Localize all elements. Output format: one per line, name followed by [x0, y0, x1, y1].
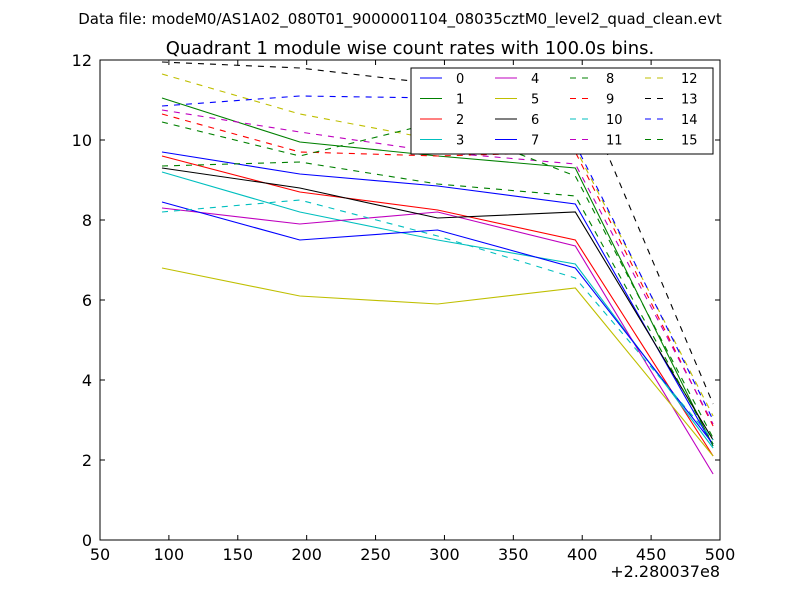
x-tick-label: 250 — [360, 545, 391, 564]
figure-suptitle: Data file: modeM0/AS1A02_080T01_90000011… — [78, 10, 722, 29]
y-tick-label: 10 — [72, 131, 92, 150]
series-line-6 — [161, 167, 714, 441]
legend-label-9: 9 — [606, 93, 614, 108]
series-line-7 — [161, 201, 714, 445]
legend-label-2: 2 — [456, 113, 464, 128]
legend-label-6: 6 — [531, 113, 539, 128]
series-line-8 — [161, 161, 714, 445]
x-tick-label: 50 — [90, 545, 110, 564]
legend-label-14: 14 — [681, 113, 698, 128]
series-line-4 — [161, 207, 714, 475]
legend-label-12: 12 — [681, 72, 698, 87]
series-line-9 — [161, 113, 714, 427]
legend-label-8: 8 — [606, 72, 614, 87]
y-tick-label: 2 — [82, 451, 92, 470]
legend-label-11: 11 — [606, 134, 623, 149]
series-line-5 — [161, 267, 714, 457]
y-tick-label: 12 — [72, 51, 92, 70]
x-tick-label: 150 — [223, 545, 254, 564]
y-tick-label: 0 — [82, 531, 92, 550]
series-line-3 — [161, 171, 714, 449]
plot-frame — [99, 59, 721, 541]
legend-label-3: 3 — [456, 134, 464, 149]
legend-label-4: 4 — [531, 72, 539, 87]
legend-label-10: 10 — [606, 113, 623, 128]
legend-label-5: 5 — [531, 93, 539, 108]
x-tick-label: 350 — [498, 545, 529, 564]
series-line-0 — [161, 151, 714, 447]
legend-label-15: 15 — [681, 134, 698, 149]
x-tick-label: 500 — [705, 545, 736, 564]
legend-label-1: 1 — [456, 93, 464, 108]
x-tick-label: 200 — [291, 545, 322, 564]
y-tick-label: 6 — [82, 291, 92, 310]
x-tick-label: 100 — [154, 545, 185, 564]
legend-label-7: 7 — [531, 134, 539, 149]
series-layer — [161, 61, 714, 475]
y-tick-label: 8 — [82, 211, 92, 230]
x-tick-label: 400 — [567, 545, 598, 564]
x-offset-label: +2.280037e8 — [610, 562, 720, 581]
series-line-2 — [161, 155, 714, 457]
y-tick-label: 4 — [82, 371, 92, 390]
chart-title: Quadrant 1 module wise count rates with … — [166, 38, 655, 59]
x-tick-label: 300 — [429, 545, 460, 564]
legend-label-13: 13 — [681, 93, 698, 108]
x-tick-label: 450 — [636, 545, 667, 564]
legend-label-0: 0 — [456, 72, 464, 87]
series-line-15 — [161, 121, 714, 439]
series-line-10 — [161, 199, 714, 441]
